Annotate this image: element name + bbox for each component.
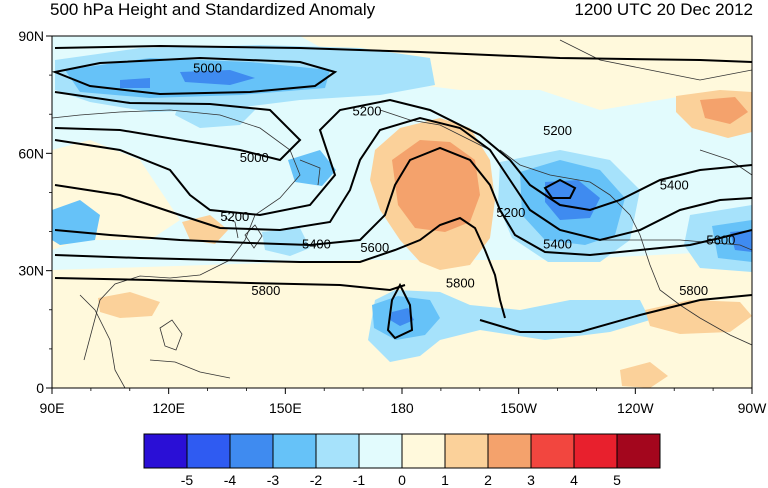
lon-label: 120W xyxy=(617,400,654,416)
colorbar-swatch xyxy=(444,433,489,469)
colorbar-label: -3 xyxy=(267,472,280,488)
colorbar-swatch xyxy=(616,433,661,469)
contour-label: 5600 xyxy=(360,240,389,255)
anomaly-neutral-region xyxy=(300,36,752,110)
coastline-north-america-west xyxy=(499,149,752,346)
colorbar-swatch xyxy=(229,433,274,469)
contour-label: 5400 xyxy=(543,236,572,251)
map-title: 500 hPa Height and Standardized Anomaly xyxy=(50,0,376,19)
height-contour-5200 xyxy=(54,98,752,217)
height-contour-5800 xyxy=(54,277,406,292)
height-contour-5800 xyxy=(479,294,752,333)
anomaly-negative-region xyxy=(390,308,414,326)
lat-label: 30N xyxy=(18,263,44,279)
anomaly-negative-region xyxy=(180,70,255,85)
contour-label: 5000 xyxy=(193,60,222,75)
colorbar-label: -2 xyxy=(310,472,323,488)
colorbar-label: 3 xyxy=(527,472,535,488)
anomaly-positive-region xyxy=(98,292,160,318)
colorbar-swatch xyxy=(315,433,360,469)
lon-label: 150W xyxy=(500,400,537,416)
anomaly-negative-region xyxy=(730,230,752,252)
colorbar-label: -5 xyxy=(181,472,194,488)
anomaly-shading xyxy=(52,36,752,388)
colorbar-label: -4 xyxy=(224,472,237,488)
anomaly-negative-region xyxy=(262,228,310,256)
us-border xyxy=(600,239,752,251)
colorbar-label: 5 xyxy=(613,472,621,488)
anomaly-positive-region xyxy=(700,97,748,124)
colorbar-label: -1 xyxy=(353,472,366,488)
anomaly-negative-region xyxy=(288,150,336,186)
anomaly-negative-region xyxy=(712,220,752,262)
colorbar-swatch xyxy=(401,433,446,469)
contour-label: 5400 xyxy=(302,236,331,251)
colorbar-swatch xyxy=(186,433,231,469)
colorbar-label: 1 xyxy=(441,472,449,488)
colorbar-swatch xyxy=(143,433,188,469)
coastline-hudson-bay xyxy=(699,149,752,176)
colorbar-swatch xyxy=(530,433,575,469)
height-contour-5800 xyxy=(54,216,506,319)
contour-label: 5200 xyxy=(220,209,249,224)
coastline-arctic-canada xyxy=(559,39,752,81)
coastline-kamchatka xyxy=(299,159,321,186)
valid-time: 1200 UTC 20 Dec 2012 xyxy=(574,0,753,19)
contour-label: 5200 xyxy=(496,205,525,220)
anomaly-negative-region xyxy=(120,78,150,88)
lat-label: 0 xyxy=(36,380,44,396)
contour-label: 5400 xyxy=(660,178,689,193)
height-contour-5800-closed xyxy=(386,282,414,340)
contour-label: 5600 xyxy=(706,232,735,247)
height-contour-5000-closed xyxy=(52,56,338,96)
contour-label: 5800 xyxy=(251,283,280,298)
colorbar-swatch xyxy=(487,433,532,469)
map-panel: 5000 5000 5200 5200 5200 5200 5400 5400 5400 5600… xyxy=(52,36,752,388)
anomaly-negative-region xyxy=(368,290,650,362)
lat-label: 60N xyxy=(18,145,44,161)
colorbar-label: 2 xyxy=(484,472,492,488)
lon-label: 90W xyxy=(738,400,768,416)
coastline-philippines xyxy=(159,319,183,351)
contour-label: 5800 xyxy=(679,283,708,298)
colorbar-swatch xyxy=(573,433,618,469)
contour-label: 5800 xyxy=(446,275,475,290)
coastline-indonesia xyxy=(149,359,231,379)
height-contour-5000-closed xyxy=(543,178,577,199)
colorbar: -5 -4 -3 -2 -1 0 1 2 3 4 5 xyxy=(143,433,661,488)
height-contour-5400 xyxy=(54,116,752,242)
anomaly-positive-region xyxy=(182,215,228,244)
contour-label: 5000 xyxy=(240,150,269,165)
coastline-korea xyxy=(224,217,239,239)
lon-label: 120E xyxy=(152,400,185,416)
colorbar-swatch xyxy=(272,433,317,469)
height-contours xyxy=(52,44,752,340)
lon-label: 90E xyxy=(40,400,65,416)
lat-label: 90N xyxy=(18,28,44,44)
height-contour xyxy=(54,44,752,63)
map-axes: 90N 60N 30N 0 90E 120E 150E 180 150W 120W 90W xyxy=(18,28,767,416)
colorbar-label: 4 xyxy=(570,472,578,488)
colorbar-label: 0 xyxy=(398,472,406,488)
lon-label: 180 xyxy=(390,400,414,416)
coastline-alaska xyxy=(379,109,491,151)
contour-labels: 5000 5000 5200 5200 5200 5200 5400 5400 5400 5600… xyxy=(193,60,735,298)
contour-label: 5200 xyxy=(353,103,382,118)
colorbar-swatch xyxy=(358,433,403,469)
coastline-indochina xyxy=(79,294,126,388)
height-contour-5600 xyxy=(54,146,752,257)
anomaly-positive-region xyxy=(620,362,668,388)
lon-label: 150E xyxy=(269,400,302,416)
anomaly-positive-region xyxy=(392,140,480,232)
contour-label: 5200 xyxy=(543,123,572,138)
height-contour-5000 xyxy=(54,91,302,162)
